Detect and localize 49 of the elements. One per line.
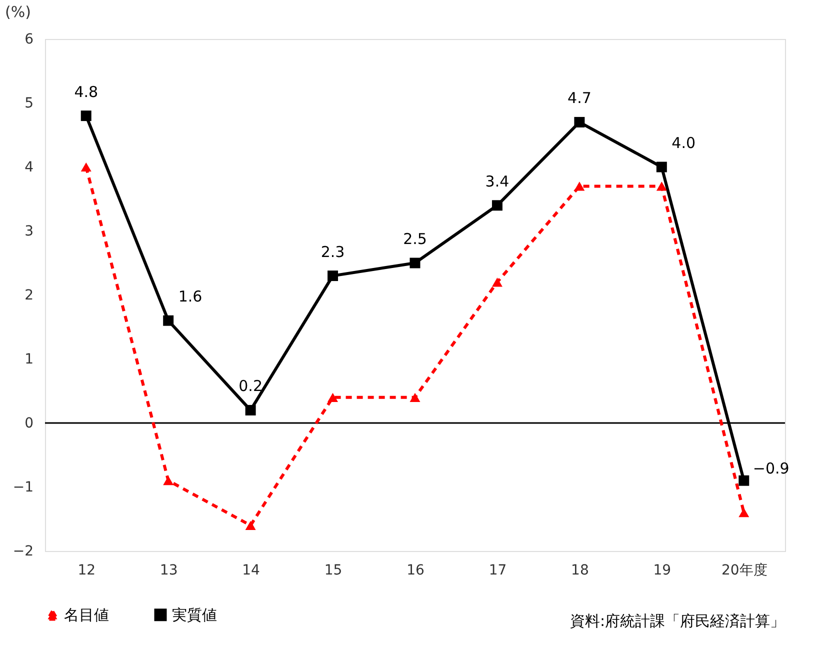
point [245, 404, 256, 416]
point [163, 476, 174, 486]
point [656, 182, 667, 191]
point [492, 200, 502, 211]
x-tick-label: 15 [324, 562, 342, 578]
y-axis-title: (%) [5, 3, 31, 21]
y-tick-label: 0 [24, 416, 34, 432]
point [410, 392, 420, 402]
x-tick-label: 13 [160, 562, 178, 578]
y-tick-label: 6 [24, 32, 34, 48]
x-tick-label: 19 [653, 562, 672, 578]
point [574, 182, 585, 191]
y-tick-label: 3 [24, 224, 34, 240]
data-label: 2.5 [403, 230, 427, 248]
point [328, 392, 338, 402]
data-label: 4.8 [74, 82, 98, 101]
point [738, 475, 750, 486]
data-label: 0.2 [238, 377, 262, 396]
point [245, 520, 256, 530]
x-tick-label: 12 [78, 562, 96, 578]
data-label: 4.0 [672, 134, 696, 152]
point [80, 110, 92, 122]
y-tick-label: 4 [24, 160, 34, 176]
data-label: 1.6 [178, 288, 202, 306]
point [80, 162, 92, 172]
data-label: 3.4 [485, 172, 510, 190]
data-label: −0.9 [752, 460, 790, 478]
x-tick-label: 20年度 [721, 562, 768, 578]
point [656, 162, 667, 172]
legend-label: 名目値 [64, 606, 109, 624]
point [328, 270, 338, 282]
y-tick-label: −1 [12, 480, 34, 496]
point [738, 508, 750, 518]
data-label: 2.3 [320, 242, 345, 261]
legend-label: 実質値 [172, 606, 217, 624]
x-tick-label: 17 [488, 562, 507, 578]
y-tick-label: 2 [24, 288, 34, 304]
y-tick-label: 1 [24, 352, 34, 368]
data-label: 4.7 [568, 89, 592, 108]
text: 資料:府統計課「府民経済計算」 [570, 612, 785, 630]
x-tick-label: 14 [242, 562, 260, 578]
point [163, 315, 174, 326]
point [574, 116, 585, 128]
x-tick-label: 18 [571, 562, 589, 578]
y-tick-label: 5 [24, 96, 34, 112]
point [410, 258, 420, 268]
y-tick-label: −2 [12, 544, 34, 560]
x-tick-label: 16 [406, 562, 424, 578]
point [492, 278, 502, 287]
